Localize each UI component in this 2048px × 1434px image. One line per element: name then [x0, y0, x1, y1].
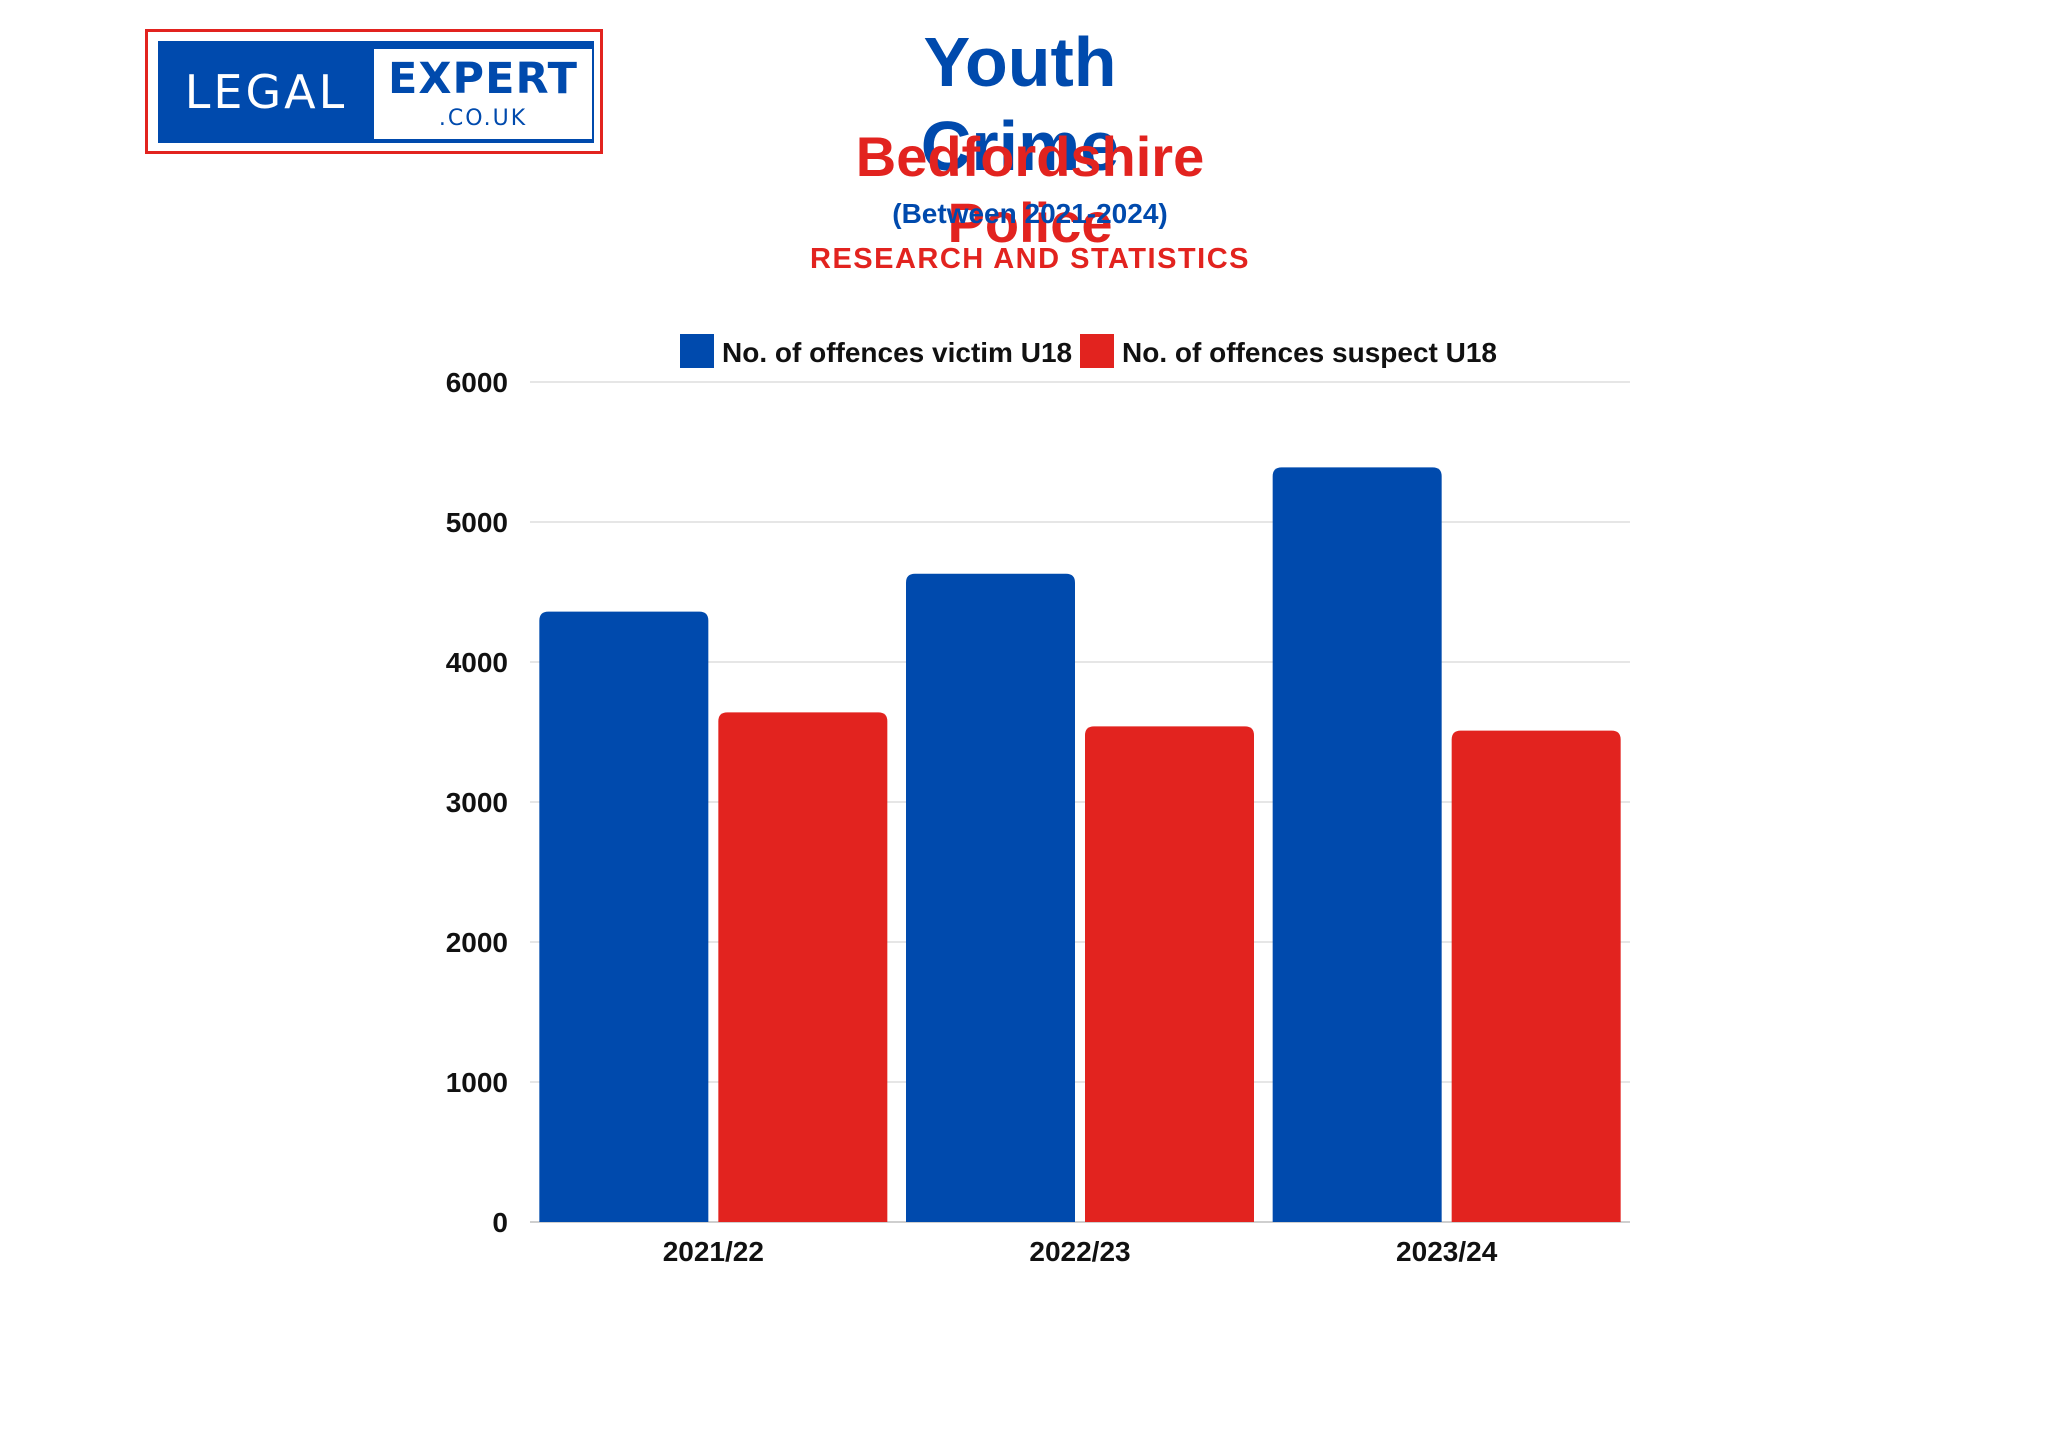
legend-label-2: No. of offences suspect U18 — [1122, 337, 1497, 368]
bar-2022-23-series-2 — [1085, 726, 1254, 1222]
logo-legal-text: LEGAL — [184, 65, 348, 119]
y-tick-label-0: 0 — [492, 1207, 508, 1238]
y-tick-label-3000: 3000 — [446, 787, 508, 818]
y-tick-label-2000: 2000 — [446, 927, 508, 958]
bar-2023-24-series-1 — [1272, 467, 1442, 1222]
y-tick-label-1000: 1000 — [446, 1067, 508, 1098]
y-tick-label-5000: 5000 — [446, 507, 508, 538]
y-tick-label-4000: 4000 — [446, 647, 508, 678]
legend-swatch-1 — [680, 334, 714, 368]
legend-label-1: No. of offences victim U18 — [722, 337, 1072, 368]
chart-title: Youth Crime — [920, 23, 1120, 185]
legend-swatch-2 — [1080, 334, 1114, 368]
logo-domain-text: .CO.UK — [438, 106, 528, 131]
bar-2022-23-series-1 — [906, 573, 1075, 1222]
logo-right-panel: EXPERT .CO.UK — [374, 49, 592, 139]
bar-2023-24-series-2 — [1451, 730, 1621, 1222]
x-tick-label-2022-23: 2022/23 — [1029, 1236, 1130, 1267]
logo-mark: LEGAL EXPERT .CO.UK — [158, 41, 594, 143]
chart-research-label: RESEARCH AND STATISTICS — [810, 243, 1250, 275]
chart-subtitle: Bedfordshire Police — [855, 125, 1205, 254]
x-tick-label-2021-22: 2021/22 — [663, 1236, 764, 1267]
bar-2021-22-series-2 — [718, 712, 888, 1222]
bar-2021-22-series-1 — [539, 611, 709, 1222]
logo-expert-text: EXPERT — [388, 54, 578, 104]
chart-period: (Between 2021-2024) — [892, 198, 1168, 229]
y-tick-label-6000: 6000 — [446, 367, 508, 398]
logo: LEGAL EXPERT .CO.UK — [145, 29, 603, 154]
x-tick-label-2023-24: 2023/24 — [1396, 1236, 1498, 1267]
